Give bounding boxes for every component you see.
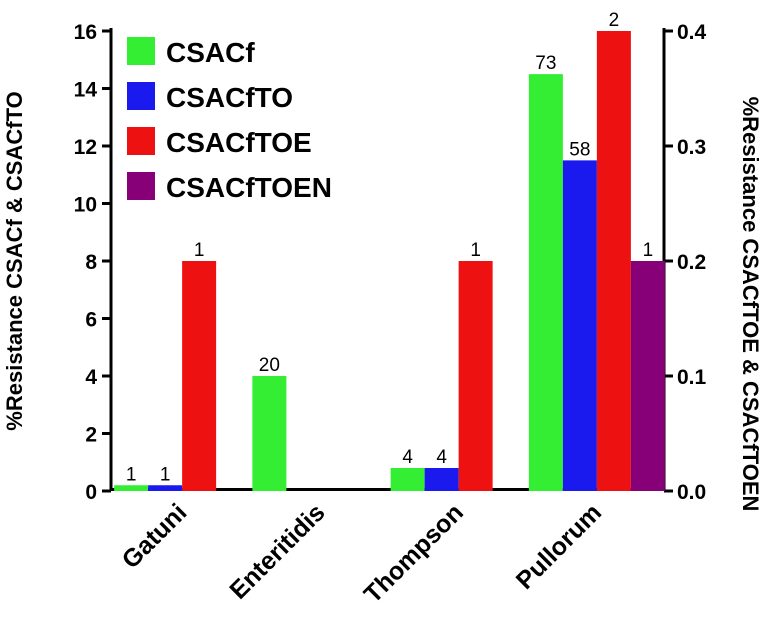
y2-axis-title: %Resistance CSACfTOE & CSACfTOEN (738, 97, 763, 512)
data-labels: 1 1 1 20 4 4 1 73 58 2 1 (126, 10, 653, 485)
legend-swatch-csacf (127, 37, 155, 65)
bar-csacf-gatuni (114, 485, 149, 491)
category-labels: Gatuni Enteritidis Thompson Pullorum (117, 498, 608, 608)
data-label: 58 (569, 139, 590, 160)
legend: CSACf CSACfTO CSACfTOE CSACfTOEN (127, 37, 332, 203)
left-y-ticks: 0 2 4 6 8 10 12 14 16 (74, 21, 111, 504)
bar-csacftoe-gatuni (182, 261, 217, 491)
bars (114, 31, 665, 491)
data-label: 2 (609, 10, 620, 31)
data-label: 1 (126, 464, 137, 485)
data-label: 1 (470, 240, 481, 261)
bar-csacftoe-thompson (458, 261, 493, 491)
category-label-enteritidis: Enteritidis (224, 498, 330, 604)
left-y-tick-label: 12 (74, 136, 97, 159)
category-label-thompson: Thompson (359, 498, 469, 608)
right-y-tick-label: 0.0 (677, 481, 706, 504)
data-label: 1 (643, 240, 654, 261)
data-label: 4 (402, 447, 413, 468)
bar-csacfto-gatuni (148, 485, 183, 491)
bar-csacf-pullorum (528, 74, 563, 491)
data-label: 4 (436, 447, 447, 468)
bar-csacf-thompson (390, 468, 425, 491)
data-label: 1 (194, 240, 205, 261)
right-y-tick-label: 0.1 (677, 366, 707, 389)
legend-label-csacfto: CSACfTO (166, 82, 293, 113)
left-y-tick-label: 6 (85, 309, 97, 332)
bar-csacftoe-pullorum (596, 31, 631, 491)
left-y-tick-label: 14 (74, 79, 98, 102)
legend-swatch-csacftoen (127, 172, 155, 200)
left-y-tick-label: 4 (85, 366, 97, 389)
left-y-tick-label: 16 (74, 21, 97, 44)
left-y-tick-label: 0 (85, 481, 97, 504)
legend-label-csacf: CSACf (166, 37, 255, 68)
legend-label-csacftoen: CSACfTOEN (166, 172, 332, 203)
bar-csacftoen-pullorum (630, 261, 665, 491)
data-label: 1 (160, 464, 171, 485)
right-y-tick-label: 0.3 (677, 136, 706, 159)
legend-label-csacftoe: CSACfTOE (166, 127, 312, 158)
category-label-pullorum: Pullorum (511, 498, 607, 594)
legend-swatch-csacfto (127, 82, 155, 110)
data-label: 73 (535, 53, 556, 74)
bar-csacf-enteritidis (252, 376, 287, 491)
right-y-ticks: 0.0 0.1 0.2 0.3 0.4 (664, 21, 707, 504)
data-label: 20 (259, 355, 280, 376)
left-y-tick-label: 2 (85, 424, 97, 447)
right-y-tick-label: 0.2 (677, 251, 706, 274)
bar-csacfto-thompson (424, 468, 459, 491)
legend-swatch-csacftoe (127, 127, 155, 155)
category-label-gatuni: Gatuni (117, 498, 193, 574)
bar-csacfto-pullorum (562, 160, 597, 491)
right-y-tick-label: 0.4 (677, 21, 707, 44)
left-y-tick-label: 10 (74, 194, 97, 217)
left-y-tick-label: 8 (85, 251, 97, 274)
y-axis-title: %Resistance CSACf & CSACfTO (2, 91, 27, 430)
